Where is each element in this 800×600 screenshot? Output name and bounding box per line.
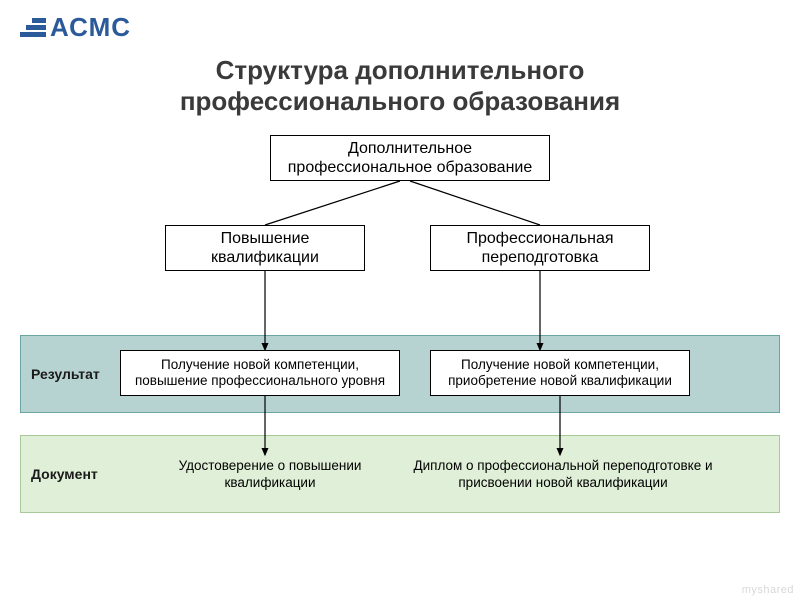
node-result-right: Получение новой компетенции, приобретени…: [430, 350, 690, 396]
band-document-label: Документ: [31, 466, 98, 482]
logo-bars-icon: [20, 18, 46, 37]
watermark: myshared: [742, 584, 794, 596]
node-branch-right: Профессиональная переподготовка: [430, 225, 650, 271]
title-line2: профессионального образования: [180, 86, 620, 116]
node-result-left: Получение новой компетенции, повышение п…: [120, 350, 400, 396]
title-line1: Структура дополнительного: [216, 55, 585, 85]
doc-text-left: Удостоверение о повышении квалификации: [160, 458, 380, 492]
band-result-label: Результат: [31, 366, 100, 382]
node-root: Дополнительное профессиональное образова…: [270, 135, 550, 181]
logo: АСМС: [20, 12, 131, 43]
node-branch-left: Повышение квалификации: [165, 225, 365, 271]
doc-text-right: Диплом о профессиональной переподготовке…: [408, 458, 718, 492]
logo-text: АСМС: [50, 12, 131, 43]
page-title: Структура дополнительного профессиональн…: [0, 55, 800, 117]
